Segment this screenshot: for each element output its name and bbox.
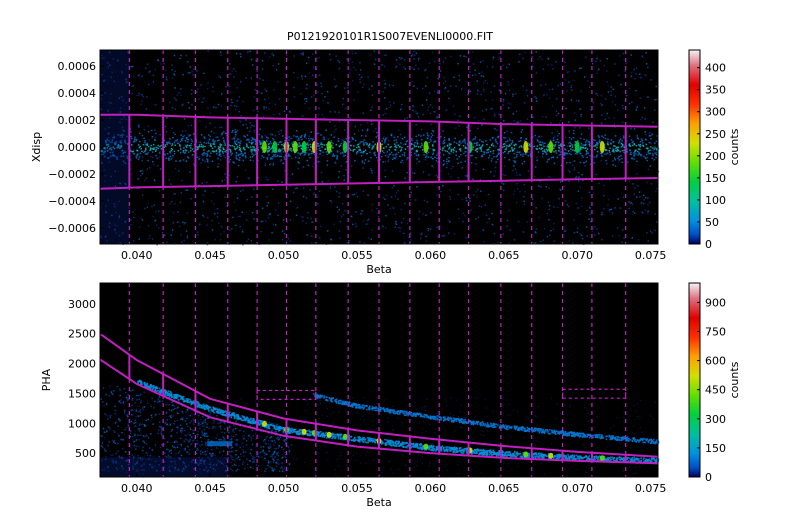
x-tick-label: 0.050 [268, 482, 300, 495]
emission-line [342, 433, 348, 440]
emission-line [548, 452, 554, 459]
colorbar-tick-label: 0 [705, 471, 712, 484]
emission-line [423, 141, 429, 153]
emission-line [272, 141, 278, 153]
colorbar-tick-label: 100 [705, 194, 726, 207]
extra-region-box [256, 389, 317, 401]
x-tick-label: 0.065 [488, 249, 520, 262]
y-tick-label: 500 [75, 447, 96, 460]
x-tick-label: 0.075 [635, 482, 667, 495]
y-tick-label: −0.0006 [48, 222, 96, 235]
top-panel: 0.040 0.045 0.050 0.055 0.060 0.065 0.070 0.075… [30, 49, 667, 276]
colorbar-tick-label: 900 [705, 296, 726, 309]
y-axis-label: PHA [40, 368, 53, 391]
bottom-panel: 0.040 0.045 0.050 0.055 0.060 0.065 0.070 0.075… [40, 282, 667, 509]
x-tick-label: 0.055 [341, 249, 373, 262]
colorbar-tick-label: 400 [705, 62, 726, 75]
selection-region [99, 113, 659, 190]
extra-region-box [561, 388, 627, 399]
x-tick-label: 0.055 [341, 482, 373, 495]
region-upper-edge [99, 332, 659, 458]
y-tick-label: 0.0000 [58, 141, 97, 154]
emission-line [423, 443, 429, 450]
colorbar-label: counts [728, 128, 741, 165]
emission-line [342, 141, 348, 153]
x-axis-label: Beta [366, 496, 391, 509]
y-tick-label: 3000 [68, 298, 96, 311]
colorbar-tick-label: 200 [705, 150, 726, 163]
colorbar-scale [688, 49, 701, 245]
colorbar-tick-label: 450 [705, 384, 726, 397]
x-tick-label: 0.065 [488, 482, 520, 495]
x-tick-label: 0.075 [635, 249, 667, 262]
emission-line [574, 141, 580, 153]
colorbar-tick-label: 150 [705, 442, 726, 455]
emission-line [301, 141, 307, 153]
y-tick-label: 0.0004 [58, 87, 97, 100]
y-tick-label: 0.0006 [58, 60, 97, 73]
emission-line [261, 420, 267, 427]
emission-line [599, 455, 605, 462]
colorbar-tick-label: 250 [705, 128, 726, 141]
x-tick-label: 0.060 [415, 249, 447, 262]
x-tick-label: 0.070 [561, 482, 593, 495]
emission-line [523, 141, 529, 153]
colorbar-tick-label: 50 [705, 216, 719, 229]
colorbar-scale [688, 282, 701, 478]
emission-line [548, 141, 554, 153]
region-upper-edge [100, 113, 659, 128]
x-tick-label: 0.050 [268, 249, 300, 262]
noise-speckles [100, 379, 660, 477]
x-tick-label: 0.045 [194, 249, 226, 262]
y-tick-label: −0.0002 [48, 168, 96, 181]
selection-region [99, 332, 659, 465]
emission-line [301, 428, 307, 435]
y-tick-label: 2000 [68, 358, 96, 371]
x-tick-label: 0.070 [561, 249, 593, 262]
emission-line [261, 141, 267, 153]
x-tick-label: 0.060 [415, 482, 447, 495]
chart-title: P0121920101R1S007EVENLI0000.FIT [287, 30, 493, 43]
emission-line [326, 141, 332, 153]
emission-line [599, 141, 605, 153]
colorbar-label: counts [728, 361, 741, 398]
x-tick-label: 0.040 [121, 249, 153, 262]
plot-frame [99, 282, 659, 478]
y-axis-label: Xdisp [30, 132, 43, 162]
colorbar-tick-label: 150 [705, 172, 726, 185]
emission-line [292, 141, 298, 153]
y-tick-label: 1500 [68, 387, 96, 400]
x-tick-label: 0.040 [121, 482, 153, 495]
y-tick-label: 0.0002 [58, 114, 97, 127]
emission-line [523, 451, 529, 458]
colorbar-tick-label: 600 [705, 355, 726, 368]
colorbar-tick-label: 300 [705, 106, 726, 119]
y-tick-label: 2500 [68, 328, 96, 341]
bottom-colorbar: 0 150 300 450 600 750 900 counts [688, 282, 741, 484]
top-colorbar: 0 50 100 150 200 250 300 350 400 counts [688, 49, 741, 251]
colorbar-tick-label: 750 [705, 326, 726, 339]
y-tick-label: −0.0004 [48, 195, 96, 208]
emission-line [326, 431, 332, 438]
colorbar-tick-label: 350 [705, 84, 726, 97]
x-axis-label: Beta [366, 263, 391, 276]
region-lower-edge [99, 177, 659, 190]
colorbar-tick-label: 300 [705, 413, 726, 426]
region-lower-edge [99, 358, 659, 465]
colorbar-tick-label: 0 [705, 238, 712, 251]
y-tick-label: 1000 [68, 417, 96, 430]
x-tick-label: 0.045 [194, 482, 226, 495]
